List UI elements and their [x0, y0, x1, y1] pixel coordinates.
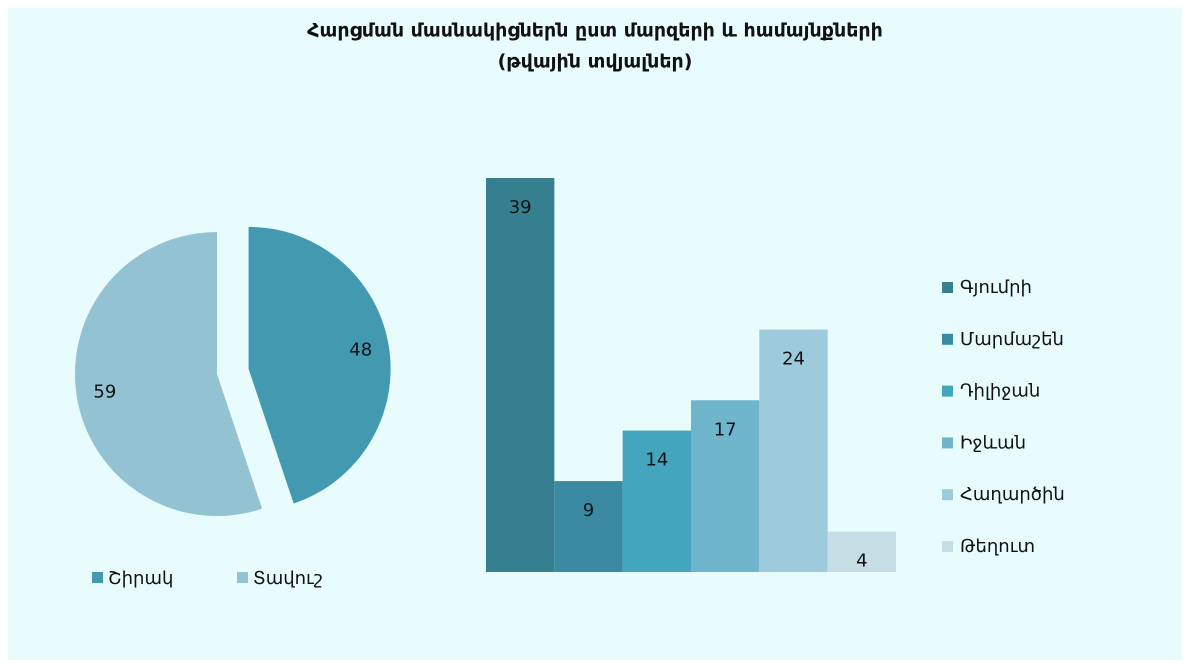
- bar: [759, 329, 828, 572]
- legend-label: Տավուշ: [253, 568, 323, 589]
- legend-label: Գյումրի: [960, 277, 1032, 298]
- legend-label: Դիլիջան: [960, 381, 1040, 402]
- legend-swatch: [942, 437, 953, 449]
- data-label: 39: [509, 197, 532, 218]
- data-label: 9: [583, 500, 594, 521]
- pie-slice: [248, 226, 391, 504]
- chart-title: Հարցման մասնակիցներն ըստ մարզերի և համայ…: [307, 20, 883, 42]
- bar: [622, 430, 691, 572]
- bar: [691, 400, 760, 572]
- legend-swatch: [942, 541, 953, 552]
- data-label: 59: [93, 381, 116, 402]
- legend-swatch: [237, 572, 248, 583]
- data-label: 17: [714, 419, 737, 440]
- bar: [486, 178, 555, 572]
- chart-subtitle: (թվային տվյալներ): [498, 51, 693, 73]
- bar: [827, 531, 896, 572]
- bar: [554, 481, 623, 572]
- data-label: 4: [856, 551, 867, 572]
- legend-label: Հաղարծին: [960, 484, 1065, 505]
- legend-label: Շիրակ: [108, 568, 173, 589]
- legend-swatch: [92, 572, 103, 583]
- legend-label: Մարմաշեն: [960, 329, 1064, 350]
- legend-swatch: [942, 489, 953, 501]
- legend-label: Իջևան: [960, 432, 1026, 453]
- legend-swatch: [942, 333, 953, 345]
- data-label: 24: [782, 349, 805, 370]
- data-label: 48: [349, 340, 372, 361]
- legend-swatch: [942, 385, 953, 397]
- legend-label: Թեղուտ: [960, 536, 1035, 557]
- pie-slice: [75, 232, 263, 516]
- legend-swatch: [942, 282, 953, 293]
- data-label: 14: [645, 450, 668, 471]
